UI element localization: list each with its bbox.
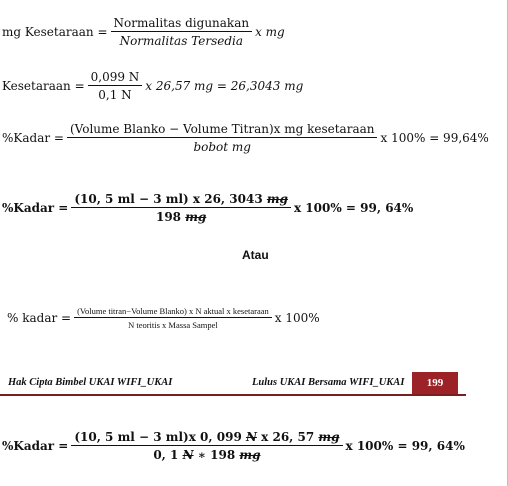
eq3-denominator: bobot mg [193,140,251,154]
eq1-lhs: mg Kesetaraan = [2,25,108,39]
equation-kadar-2: %Kadar = (10, 5 ml − 3 ml) x 26, 3043 mg… [2,192,413,224]
eq4-num-expression: (10, 5 ml − 3 ml) x 26, 3043 [74,192,267,206]
eq2-numerator: 0,099 N [87,70,143,86]
eq3-fraction: (Volume Blanko − Volume Titran)x mg kese… [66,122,378,154]
eq5-numerator: (Volume titran−Volume Blanko) x N aktual… [74,306,272,318]
eq6-num-unit-n: N [245,430,257,444]
eq6-num-unit-mg: mg [318,430,340,444]
eq2-denominator: 0,1 N [98,88,132,102]
eq4-denominator: 198 mg [153,208,209,224]
equation-kadar-1: %Kadar = (Volume Blanko − Volume Titran)… [2,122,489,154]
eq3-lhs: %Kadar = [2,131,64,145]
eq6-rhs: x 100% = 99, 64% [345,439,465,453]
eq6-num-part1: (10, 5 ml − 3 ml)x 0, 099 [74,430,246,444]
eq5-lhs: % kadar = [7,311,72,325]
eq6-den-unit-n: N [182,448,194,462]
eq4-rhs: x 100% = 99, 64% [293,201,414,215]
eq1-numerator: Normalitas digunakan [110,16,253,32]
eq3-numerator: (Volume Blanko − Volume Titran)x mg kese… [66,122,378,138]
eq6-fraction: (10, 5 ml − 3 ml)x 0, 099 N x 26, 57 mg … [71,430,343,462]
eq4-den-value: 198 [155,210,186,224]
eq1-denominator: Normalitas Tersedia [119,34,244,48]
eq6-num-part2: x 26, 57 [256,430,319,444]
equation-kadar-alternative: % kadar = (Volume titran−Volume Blanko) … [2,306,320,330]
eq6-numerator: (10, 5 ml − 3 ml)x 0, 099 N x 26, 57 mg [71,430,343,446]
eq6-den-part2: ∗ 198 [193,448,240,462]
equation-kesetaraan: Kesetaraan = 0,099 N 0,1 N x 26,57 mg = … [2,70,303,102]
equation-mg-kesetaraan: mg Kesetaraan = Normalitas digunakan Nor… [2,16,285,48]
eq2-rhs: x 26,57 mg = 26,3043 mg [145,79,304,93]
eq6-denominator: 0, 1 N ∗ 198 mg [150,446,263,462]
eq3-rhs: x 100% = 99,64% [380,131,489,145]
eq4-fraction: (10, 5 ml − 3 ml) x 26, 3043 mg 198 mg [71,192,291,224]
eq5-fraction: (Volume titran−Volume Blanko) x N aktual… [74,306,272,330]
eq5-denominator: N teoritis x Massa Sampel [128,320,218,330]
eq4-lhs: %Kadar = [2,201,69,215]
atau-label: Atau [242,248,269,262]
eq5-rhs: x 100% [274,311,320,325]
footer-slogan: Lulus UKAI Bersama WIFI_UKAI [252,377,405,388]
eq2-fraction: 0,099 N 0,1 N [87,70,143,102]
page-footer: Hak Cipta Bimbel UKAI WIFI_UKAI Lulus UK… [0,372,466,396]
eq6-den-unit-mg: mg [239,448,261,462]
eq6-lhs: %Kadar = [2,439,69,453]
eq6-den-part1: 0, 1 [153,448,183,462]
page-number: 199 [412,372,458,394]
footer-copyright: Hak Cipta Bimbel UKAI WIFI_UKAI [8,377,173,388]
eq1-rhs: x mg [255,25,285,39]
eq4-den-unit: mg [185,210,207,224]
eq4-numerator: (10, 5 ml − 3 ml) x 26, 3043 mg [71,192,291,208]
eq1-fraction: Normalitas digunakan Normalitas Tersedia [110,16,253,48]
eq2-lhs: Kesetaraan = [2,79,85,93]
eq4-num-unit: mg [266,192,288,206]
equation-kadar-3: %Kadar = (10, 5 ml − 3 ml)x 0, 099 N x 2… [2,430,465,462]
